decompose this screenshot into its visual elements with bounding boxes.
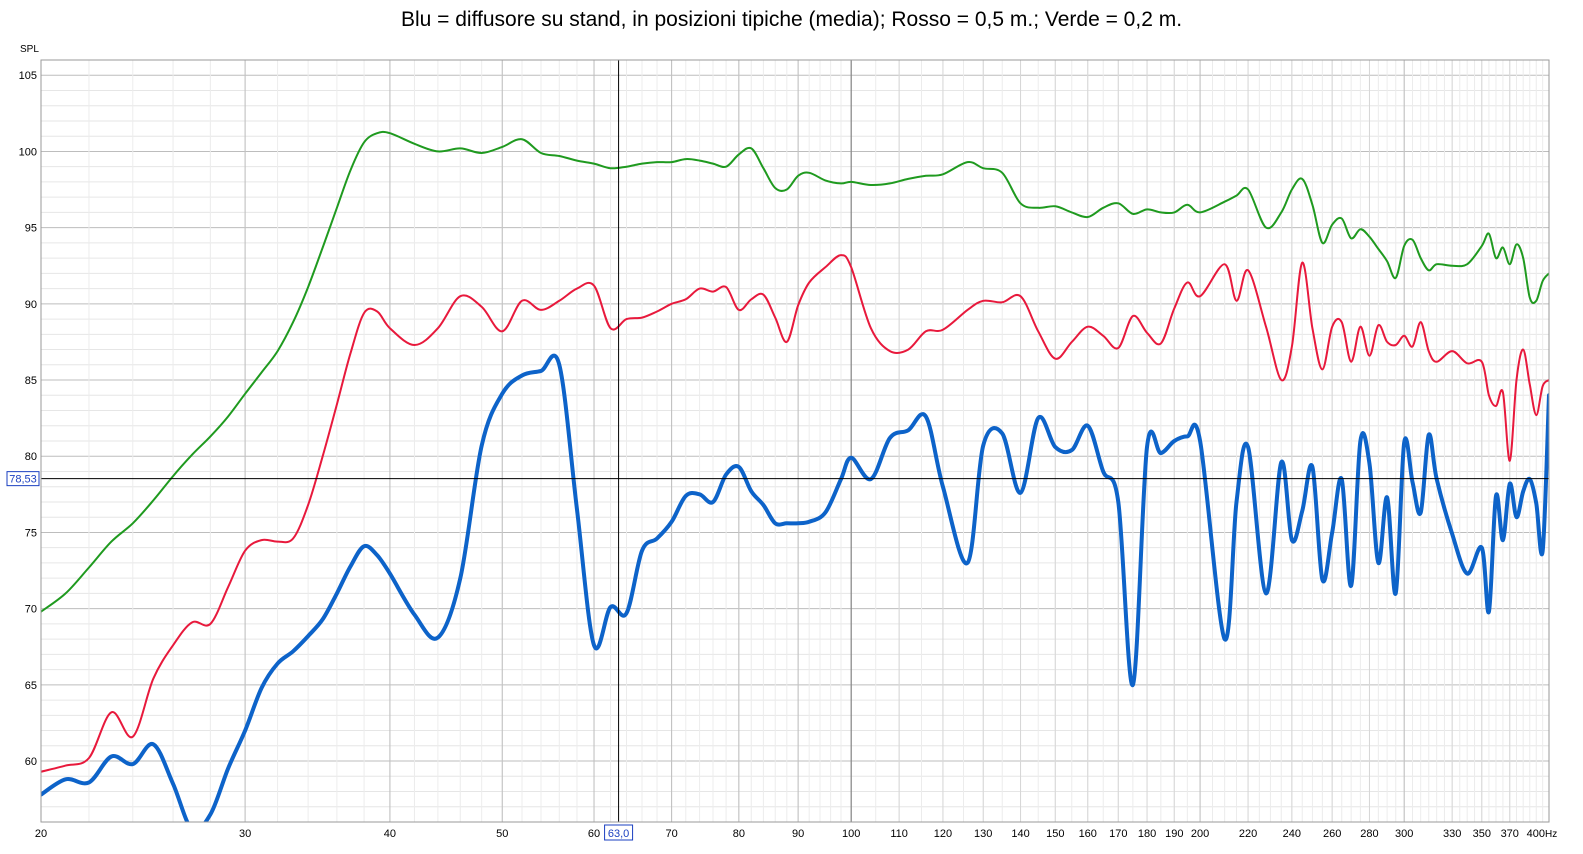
x-tick-label: 240 — [1283, 828, 1301, 840]
x-tick-label: 20 — [35, 828, 47, 840]
y-tick-label: 90 — [25, 299, 37, 311]
x-tick-label: 150 — [1046, 828, 1064, 840]
cursor-y-readout-box — [6, 471, 40, 487]
plot-frame — [40, 59, 1550, 823]
x-tick-label: 200 — [1191, 828, 1209, 840]
x-tick-label: 170 — [1109, 828, 1127, 840]
x-tick-label: 130 — [974, 828, 992, 840]
chart-title: Blu = diffusore su stand, in posizioni t… — [400, 8, 1183, 31]
y-tick-label: 80 — [25, 451, 37, 463]
y-tick-label: 75 — [25, 527, 37, 539]
series-line-blue — [41, 353, 1549, 822]
x-tick-label: 80 — [733, 828, 745, 840]
series-layer — [41, 130, 1549, 822]
x-tick-label: 280 — [1360, 828, 1378, 840]
x-tick-label: 70 — [665, 828, 677, 840]
x-tick-label: 330 — [1443, 828, 1461, 840]
y-tick-label: 95 — [25, 223, 37, 235]
x-tick-label: 370 — [1501, 828, 1519, 840]
grid — [40, 59, 1550, 823]
x-tick-label: 50 — [496, 828, 508, 840]
x-tick-label: 260 — [1323, 828, 1341, 840]
x-tick-label: 400 — [1527, 828, 1545, 840]
y-tick-label: 60 — [25, 756, 37, 768]
y-tick-label: 70 — [25, 604, 37, 616]
x-tick-label: 40 — [384, 828, 396, 840]
x-tick-label: 90 — [792, 828, 804, 840]
y-tick-label: 105 — [19, 70, 37, 82]
x-tick-label: 180 — [1138, 828, 1156, 840]
x-tick-label: 100 — [842, 828, 860, 840]
y-tick-label: 85 — [25, 375, 37, 387]
series-line-red — [41, 254, 1549, 773]
x-tick-label: 60 — [588, 828, 600, 840]
x-tick-label: 350 — [1473, 828, 1491, 840]
axes: 60 65 70 75 80 85 90 95 100 105 SPL 20 30 40 50 60 70 80 9… — [19, 44, 1558, 840]
x-tick-label: 110 — [890, 828, 908, 840]
x-tick-label: 160 — [1079, 828, 1097, 840]
x-tick-label: 220 — [1239, 828, 1257, 840]
y-tick-label: 65 — [25, 680, 37, 692]
series-line-green — [41, 130, 1549, 613]
y-axis-label: SPL — [20, 44, 39, 55]
y-tick-label: 100 — [19, 146, 37, 158]
x-tick-label: 190 — [1165, 828, 1183, 840]
x-tick-label: 300 — [1395, 828, 1413, 840]
x-tick-label: 30 — [239, 828, 251, 840]
x-tick-label: 120 — [934, 828, 952, 840]
cursor-y-readout: 78,53 — [9, 474, 37, 486]
cursor-x-readout-box — [604, 824, 634, 841]
cursor[interactable]: 78,53 63,0 — [6, 60, 1549, 841]
x-axis-unit: Hz — [1545, 829, 1557, 840]
x-tick-label: 140 — [1011, 828, 1029, 840]
cursor-x-readout: 63,0 — [608, 828, 629, 840]
